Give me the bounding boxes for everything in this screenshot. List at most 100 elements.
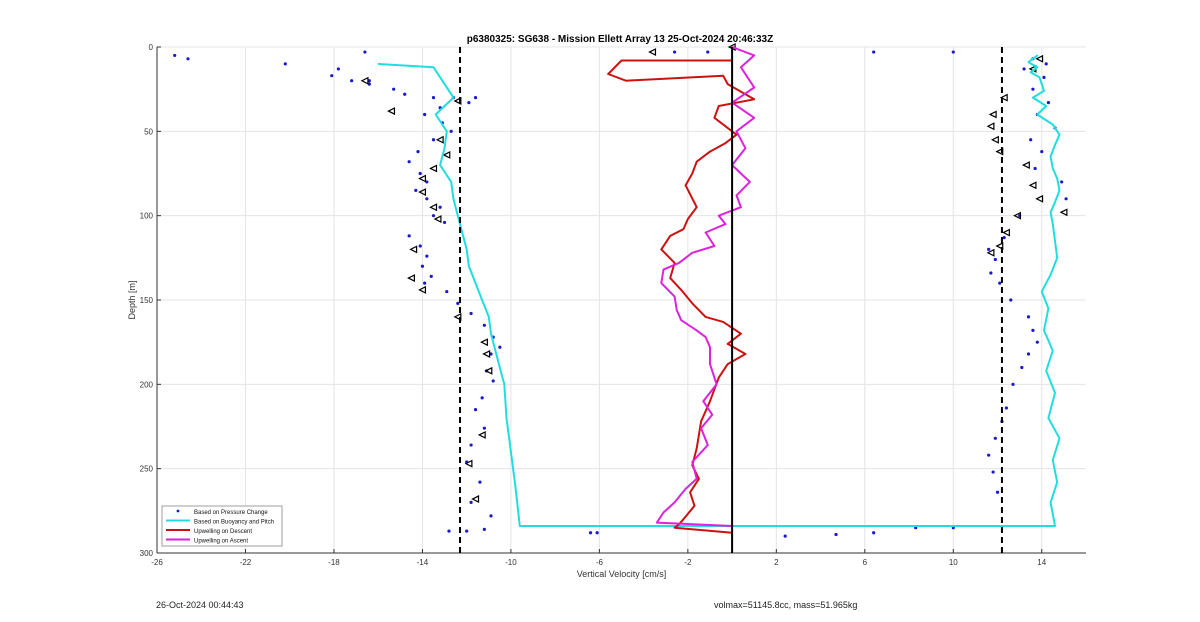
data-point [487, 316, 490, 318]
x-tick-label: 10 [949, 558, 958, 567]
data-point [620, 59, 623, 62]
data-point [680, 289, 683, 291]
data-point [1040, 149, 1044, 154]
data-point [722, 321, 725, 323]
data-point [1027, 61, 1030, 63]
data-point [491, 379, 495, 383]
data-point [1049, 273, 1052, 276]
marker-triangle [442, 150, 451, 159]
data-point [429, 274, 433, 278]
data-point [510, 451, 512, 453]
data-point [726, 83, 729, 85]
data-point [704, 231, 707, 234]
data-point [465, 529, 469, 533]
x-tick-label: -14 [417, 558, 429, 567]
data-point [478, 480, 482, 484]
data-point [713, 245, 716, 247]
data-point [1029, 138, 1033, 142]
data-point [1032, 96, 1034, 99]
data-point [1054, 144, 1056, 146]
data-point [709, 346, 711, 349]
data-point [595, 531, 599, 535]
marker-triangle [484, 366, 493, 375]
marker-triangle [1013, 211, 1022, 220]
data-point [735, 130, 738, 133]
marker-triangle [429, 203, 438, 212]
data-point [480, 396, 484, 400]
data-point [748, 181, 751, 183]
data-point [1009, 298, 1013, 302]
data-point [489, 352, 493, 356]
data-point [443, 147, 446, 149]
data-point [416, 149, 420, 154]
marker-triangle [418, 174, 427, 183]
data-point [1045, 370, 1047, 372]
data-point [1056, 257, 1059, 259]
data-point [425, 180, 429, 184]
data-point [1043, 329, 1045, 332]
data-point [1052, 459, 1054, 462]
data-point [724, 142, 727, 144]
data-point [1029, 71, 1032, 74]
data-point [656, 521, 658, 524]
data-point [1033, 166, 1037, 171]
data-point [834, 532, 838, 537]
data-point [1058, 437, 1061, 440]
data-point [783, 534, 787, 538]
data-point [691, 302, 694, 305]
data-point [442, 220, 447, 225]
data-point [753, 98, 756, 101]
data-point [672, 50, 677, 54]
data-point [1031, 87, 1035, 91]
data-point [740, 206, 742, 209]
data-point [482, 527, 486, 531]
y-tick-label: 250 [140, 465, 154, 474]
data-point [1002, 235, 1006, 240]
data-point [718, 376, 720, 379]
data-point [431, 138, 436, 142]
data-point [700, 427, 702, 429]
data-point [680, 319, 683, 322]
data-point [673, 295, 676, 298]
data-point [377, 63, 379, 65]
marker-triangle [999, 93, 1008, 102]
data-point [1054, 240, 1056, 242]
data-point [662, 511, 665, 514]
chart-title: p6380325: SG638 - Mission Ellett Array 1… [467, 34, 773, 45]
data-point [392, 87, 396, 91]
data-point [718, 214, 720, 217]
data-point [993, 436, 997, 440]
data-point [407, 160, 411, 164]
data-point [744, 353, 747, 355]
data-point [709, 150, 711, 153]
legend: Based on Pressure Change Based on Buoyanc… [161, 505, 283, 547]
y-tick-label: 100 [140, 212, 154, 221]
data-point [695, 447, 698, 450]
marker-triangle [409, 245, 418, 254]
data-point [678, 262, 680, 264]
data-point [1052, 123, 1054, 126]
x-tick-label: 2 [774, 558, 779, 567]
data-point [1060, 180, 1064, 184]
y-tick-label: 150 [140, 296, 154, 305]
data-point [735, 194, 738, 197]
data-point [706, 444, 709, 446]
x-tick-label: -18 [328, 558, 340, 567]
data-point [713, 117, 716, 119]
data-point [660, 248, 663, 251]
data-point [1044, 62, 1048, 66]
x-tick-label: -26 [151, 558, 163, 567]
series-line [655, 46, 756, 527]
data-point [675, 309, 678, 311]
series-based-on-buoyancy-and-pitch [377, 54, 1061, 527]
footer-volmax: volmax=51145.8cc, mass=51.965kg [714, 600, 858, 610]
marker-triangle [1059, 208, 1068, 217]
data-point [474, 282, 477, 284]
data-point [425, 197, 429, 201]
data-point [423, 281, 427, 285]
data-point [468, 265, 470, 268]
legend-entry: Upwelling on Ascent [194, 539, 248, 545]
marker-triangle [1035, 194, 1044, 203]
data-point [695, 477, 698, 480]
data-point [682, 228, 685, 230]
